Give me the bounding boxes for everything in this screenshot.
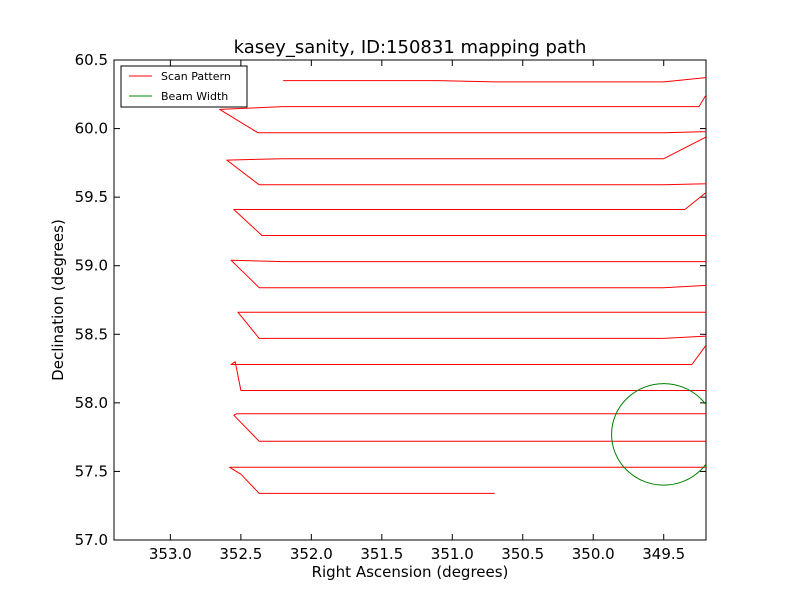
x-tick-label: 350.5: [501, 545, 544, 563]
y-tick-label: 58.5: [75, 325, 108, 343]
legend-label-beam-width: Beam Width: [161, 90, 228, 103]
chart-title: kasey_sanity, ID:150831 mapping path: [234, 37, 587, 58]
x-tick-label: 352.0: [290, 545, 333, 563]
x-tick-label: 351.0: [431, 545, 474, 563]
legend-box: [120, 65, 248, 108]
legend-label-scan-pattern: Scan Pattern: [161, 70, 231, 83]
x-tick-label: 350.0: [572, 545, 615, 563]
y-tick-label: 60.0: [75, 120, 108, 138]
x-tick-label: 349.5: [642, 545, 685, 563]
x-tick-label: 352.5: [219, 545, 262, 563]
y-tick-label: 57.0: [75, 531, 108, 549]
x-tick-label: 351.5: [360, 545, 403, 563]
y-tick-label: 57.5: [75, 462, 108, 480]
beam-width-circle: [611, 383, 706, 486]
plot-area: [113, 59, 707, 541]
y-tick-label: 59.5: [75, 188, 108, 206]
y-tick-label: 58.0: [75, 394, 108, 412]
x-tick-label: 353.0: [149, 545, 192, 563]
axis-ticks: 353.0 352.5 352.0 351.5 351.0 350.5 350.0 349.5…: [75, 51, 706, 563]
legend: Scan Pattern Beam Width: [120, 65, 248, 108]
scan-pattern-line: [219, 77, 706, 494]
y-axis-label: Declination (degrees): [49, 219, 67, 381]
series-group: [219, 77, 706, 494]
y-tick-label: 60.5: [75, 51, 108, 69]
x-axis-label: Right Ascension (degrees): [312, 563, 509, 581]
y-tick-label: 59.0: [75, 257, 108, 275]
